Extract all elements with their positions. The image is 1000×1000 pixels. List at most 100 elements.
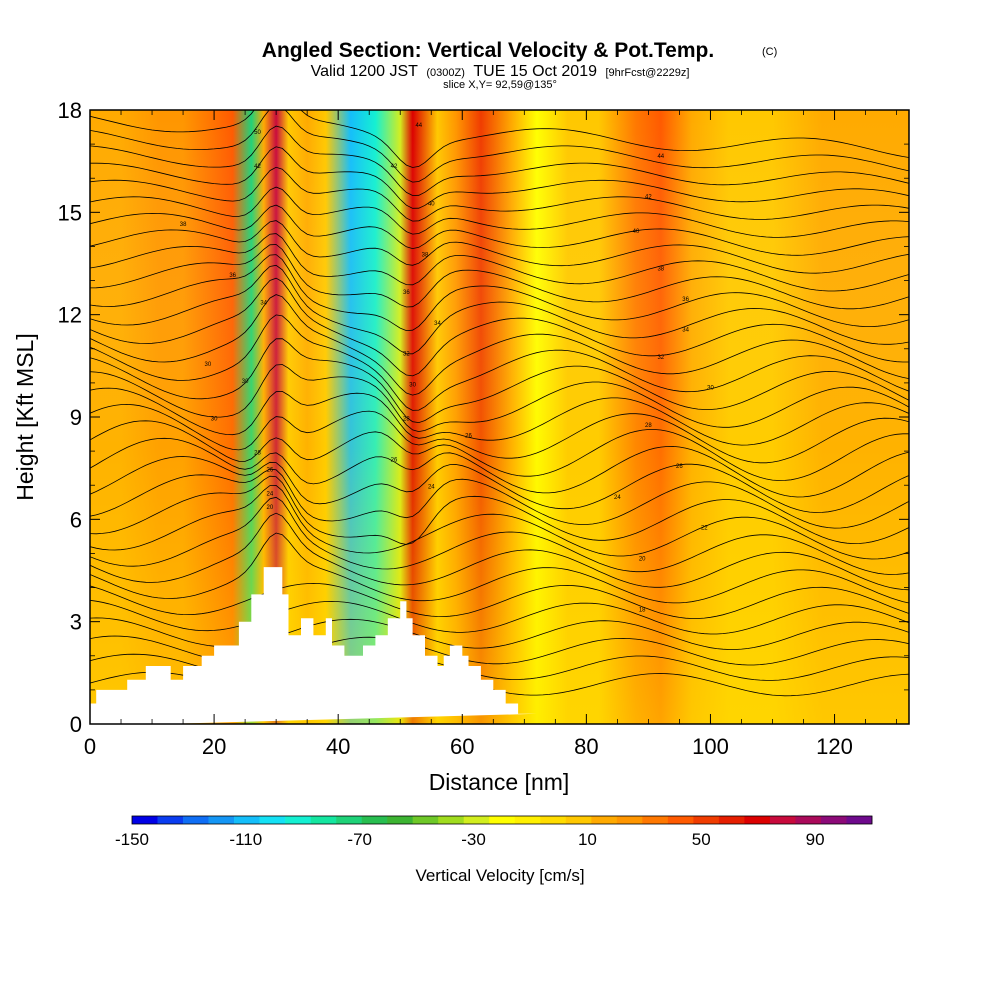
contour-label: 38 bbox=[422, 253, 429, 259]
colorbar-cell bbox=[540, 816, 567, 824]
x-tick-label: 40 bbox=[326, 734, 350, 759]
contour-label: 30 bbox=[409, 382, 416, 388]
colorbar-frame bbox=[131, 815, 873, 825]
theta-contours bbox=[90, 110, 909, 697]
contour-label: 38 bbox=[657, 266, 664, 272]
theta-contour-line bbox=[90, 277, 909, 377]
colorbar-cell bbox=[234, 816, 260, 824]
theta-contour-line bbox=[90, 582, 909, 619]
contour-label: 28 bbox=[403, 416, 410, 422]
colorbar-tick-label: 10 bbox=[578, 830, 597, 849]
contour-label: 30 bbox=[205, 362, 212, 368]
contour-label: 42 bbox=[645, 195, 652, 201]
contour-label: 18 bbox=[639, 607, 646, 613]
colorbar-cell bbox=[463, 816, 490, 824]
contour-label: 34 bbox=[260, 300, 267, 306]
contour-label: 26 bbox=[267, 468, 274, 474]
colorbar-tick-label: -70 bbox=[347, 830, 372, 849]
colorbar-cell bbox=[285, 816, 311, 824]
chart-title: Angled Section: Vertical Velocity & Pot.… bbox=[262, 39, 714, 62]
theta-contour-line bbox=[90, 599, 909, 635]
theta-contour-line bbox=[90, 110, 909, 183]
theta-contour-line bbox=[90, 204, 909, 256]
theta-contour-line bbox=[90, 532, 909, 604]
colorbar-cell bbox=[208, 816, 235, 824]
colorbar-tick-label: 90 bbox=[806, 830, 825, 849]
contour-label: 26 bbox=[465, 434, 472, 440]
colorbar-cell bbox=[336, 816, 362, 824]
contour-label: 24 bbox=[614, 495, 621, 501]
theta-contour-line bbox=[90, 166, 909, 222]
valid-prefix: Valid 1200 JST bbox=[311, 63, 419, 80]
contour-label: 30 bbox=[707, 386, 714, 392]
contour-label: 44 bbox=[657, 154, 664, 160]
colorbar-cell bbox=[820, 816, 847, 824]
x-tick-label: 20 bbox=[202, 734, 226, 759]
contour-label: 34 bbox=[434, 321, 441, 327]
theta-contour-line bbox=[90, 220, 909, 274]
valid-date: TUE 15 Oct 2019 bbox=[473, 63, 597, 80]
colorbar-cell bbox=[157, 816, 184, 824]
valid-line: Valid 1200 JST (0300Z) TUE 15 Oct 2019 [… bbox=[311, 63, 690, 80]
colorbar-cell bbox=[718, 816, 745, 824]
contour-label: 28 bbox=[645, 423, 652, 429]
colorbar-cell bbox=[591, 816, 618, 824]
colorbar-cell bbox=[259, 816, 286, 824]
theta-contour-line bbox=[90, 244, 909, 310]
contour-label: 40 bbox=[633, 229, 640, 235]
colorbar-cell bbox=[693, 816, 720, 824]
contour-label: 20 bbox=[639, 556, 646, 562]
colorbar-label: Vertical Velocity [cm/s] bbox=[415, 866, 584, 885]
contour-label: 32 bbox=[403, 352, 410, 358]
theta-contour-line bbox=[90, 468, 909, 529]
contour-label: 36 bbox=[229, 273, 236, 279]
contour-label: 50 bbox=[254, 130, 261, 136]
colorbar-cell bbox=[438, 816, 465, 824]
colorbar-tick-label: -110 bbox=[229, 830, 262, 849]
contour-label: 38 bbox=[180, 222, 187, 228]
x-tick-label: 100 bbox=[692, 734, 729, 759]
contour-label: 24 bbox=[428, 485, 435, 491]
x-axis: 0 20 40 60 80 100 120 bbox=[84, 110, 897, 759]
theta-contour-line bbox=[90, 512, 909, 591]
colorbar-cell bbox=[183, 816, 209, 824]
colorbar-cell bbox=[489, 816, 516, 824]
contour-label: 32 bbox=[657, 355, 664, 361]
contour-label: 26 bbox=[391, 457, 398, 463]
colorbar-cell bbox=[846, 816, 873, 824]
theta-contour-line bbox=[90, 496, 909, 575]
theta-contour-labels: 38 36 30 30 30 28 26 24 20 50 42 34 44 42 40 38 36 34 32 30… bbox=[180, 123, 715, 613]
contour-label: 28 bbox=[254, 451, 261, 457]
contour-label: 30 bbox=[211, 416, 218, 422]
theta-contour-line bbox=[90, 186, 909, 238]
colorbar bbox=[131, 815, 873, 825]
contour-label: 40 bbox=[428, 202, 435, 208]
theta-contour-line bbox=[90, 387, 909, 446]
contour-label: 34 bbox=[682, 328, 689, 334]
theta-contour-line bbox=[90, 364, 909, 433]
colorbar-ticks: -150 -110 -70 -30 10 50 90 bbox=[115, 830, 825, 849]
theta-contour-line bbox=[90, 294, 909, 396]
y-tick-label: 0 bbox=[70, 712, 82, 737]
contour-label: 42 bbox=[254, 164, 261, 170]
plot-area: 38 36 30 30 30 28 26 24 20 50 42 34 44 42 40 38 36 34 32 30… bbox=[90, 110, 909, 724]
y-tick-label: 3 bbox=[70, 610, 82, 635]
colorbar-cell bbox=[642, 816, 669, 824]
colorbar-cell bbox=[769, 816, 796, 824]
theta-contour-line bbox=[90, 314, 909, 411]
colorbar-tick-label: -150 bbox=[115, 830, 149, 849]
contour-label: 26 bbox=[676, 464, 683, 470]
theta-contour-line bbox=[90, 403, 909, 464]
theta-contour-line bbox=[90, 475, 909, 545]
terrain-mask bbox=[90, 567, 537, 724]
theta-contour-line bbox=[90, 456, 909, 513]
copyright-mark: (C) bbox=[762, 46, 777, 58]
contour-label: 30 bbox=[242, 379, 249, 385]
valid-utc: (0300Z) bbox=[426, 67, 465, 79]
theta-contour-line bbox=[90, 233, 909, 292]
theta-contour-line bbox=[90, 110, 909, 168]
colorbar-cell bbox=[744, 816, 771, 824]
contour-label: 36 bbox=[682, 297, 689, 303]
